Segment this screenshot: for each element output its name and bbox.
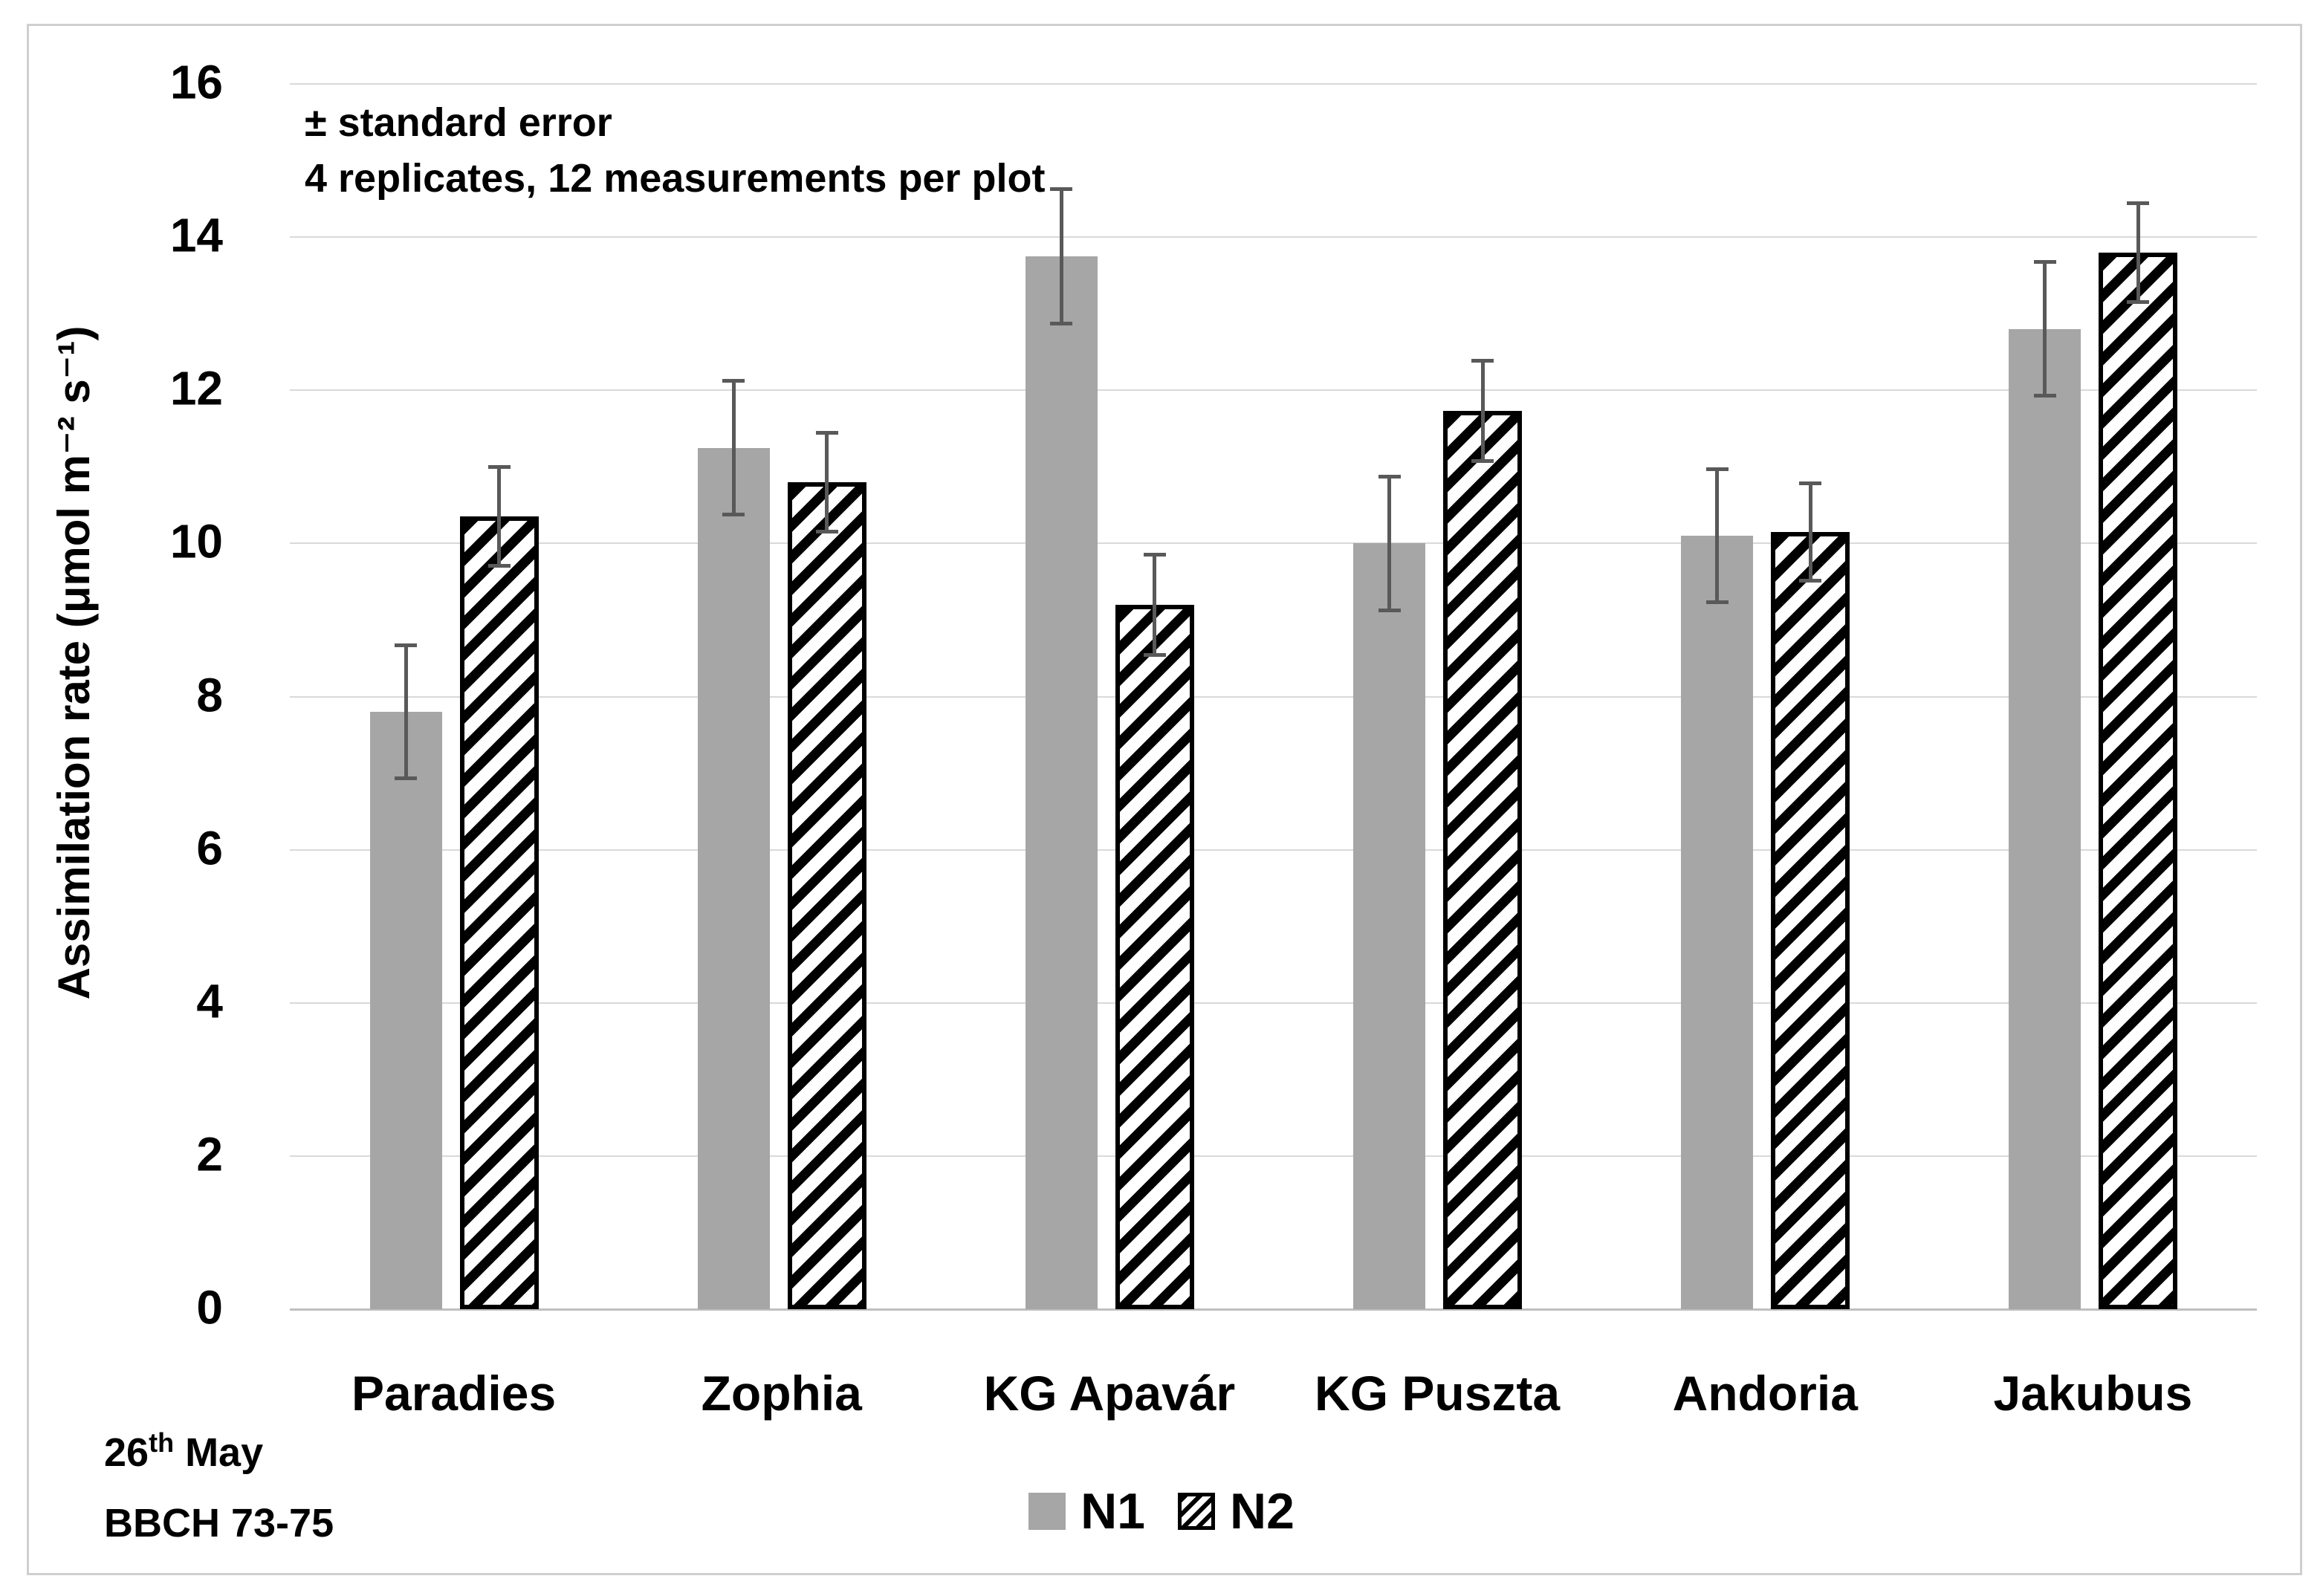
gridline-y10: [290, 542, 2257, 545]
bar-n1-zophia: [697, 447, 770, 1309]
error-cap-top-n2-paradies: [487, 465, 511, 470]
bar-n2-jakubus: [2099, 252, 2178, 1309]
category-label-kg-apav-r: KG Apavár: [983, 1366, 1236, 1421]
gridline-y14: [290, 236, 2257, 239]
growth-stage: BBCH 73-75: [104, 1500, 334, 1545]
date-stage-annotation: 26th May BBCH 73-75: [104, 1418, 334, 1558]
error-cap-top-n2-kg-puszta: [1471, 359, 1494, 363]
error-bar-n2-jakubus: [2136, 202, 2140, 302]
y-tick-label-10: 10: [169, 514, 223, 568]
error-bar-n2-zophia: [825, 432, 829, 532]
error-bar-n1-zophia: [731, 380, 736, 516]
y-tick-label-0: 0: [196, 1280, 223, 1334]
error-cap-top-n2-kg-apav-r: [1143, 552, 1166, 557]
error-cap-bottom-n1-jakubus: [2033, 394, 2056, 398]
y-tick-label-16: 16: [169, 55, 223, 109]
error-cap-top-n1-kg-puszta: [1378, 474, 1401, 479]
bar-n1-jakubus: [2009, 328, 2081, 1309]
error-bar-n1-kg-puszta: [1387, 476, 1392, 612]
legend-swatch-n1: [1028, 1493, 1066, 1530]
error-cap-bottom-n2-kg-apav-r: [1143, 652, 1166, 657]
y-tick-label-12: 12: [169, 361, 223, 415]
error-bar-n2-andoria: [1808, 482, 1812, 581]
error-cap-top-n2-andoria: [1799, 481, 1822, 485]
error-bar-n1-andoria: [1715, 469, 1720, 603]
error-bar-n2-kg-puszta: [1480, 360, 1485, 462]
bar-n2-andoria: [1771, 531, 1850, 1309]
y-tick-label-14: 14: [169, 208, 223, 262]
error-cap-bottom-n1-paradies: [395, 776, 418, 780]
bar-n2-zophia: [787, 481, 866, 1309]
bar-n1-paradies: [369, 712, 442, 1309]
error-cap-top-n2-zophia: [815, 430, 838, 435]
x-axis-line: [290, 1308, 2257, 1311]
bar-n1-kg-apav-r: [1025, 256, 1098, 1309]
category-label-jakubus: Jakubus: [1993, 1366, 2193, 1421]
category-label-kg-puszta: KG Puszta: [1315, 1366, 1561, 1421]
legend-item-n2: N2: [1178, 1486, 1295, 1537]
error-cap-top-n1-zophia: [722, 378, 745, 383]
legend-swatch-n2: [1178, 1493, 1215, 1530]
gridline-y16: [290, 83, 2257, 85]
gridline-y2: [290, 1155, 2257, 1157]
error-cap-bottom-n2-andoria: [1799, 578, 1822, 583]
error-cap-bottom-n2-jakubus: [2127, 299, 2150, 304]
legend-label-n2: N2: [1230, 1483, 1295, 1540]
error-bar-n1-paradies: [404, 645, 408, 779]
error-cap-bottom-n2-kg-puszta: [1471, 459, 1494, 464]
error-bar-n1-kg-apav-r: [1059, 189, 1063, 324]
error-cap-bottom-n2-paradies: [487, 564, 511, 568]
y-tick-label-8: 8: [196, 667, 223, 721]
bar-n1-andoria: [1681, 536, 1754, 1309]
y-tick-label-4: 4: [196, 974, 223, 1028]
error-bar-n2-kg-apav-r: [1153, 554, 1157, 655]
error-cap-top-n1-andoria: [1705, 467, 1729, 472]
y-tick-label-2: 2: [196, 1127, 223, 1181]
chart-frame: [27, 24, 2302, 1575]
standard-error-annotation: ± standard error 4 replicates, 12 measur…: [305, 95, 1045, 206]
error-cap-bottom-n1-zophia: [722, 513, 745, 517]
gridline-y8: [290, 695, 2257, 698]
y-tick-label-6: 6: [196, 821, 223, 875]
annotation-line-2: 4 replicates, 12 measurements per plot: [305, 155, 1046, 201]
gridline-y6: [290, 849, 2257, 851]
category-label-andoria: Andoria: [1672, 1366, 1858, 1421]
error-bar-n1-jakubus: [2043, 262, 2047, 397]
legend-label-n1: N1: [1080, 1483, 1145, 1540]
error-cap-bottom-n1-kg-puszta: [1378, 609, 1401, 613]
bar-n1-kg-puszta: [1353, 543, 1426, 1309]
annotation-line-1: ± standard error: [305, 100, 612, 145]
category-label-zophia: Zophia: [701, 1366, 862, 1421]
error-cap-bottom-n2-zophia: [815, 529, 838, 533]
legend: N1 N2: [0, 1486, 2323, 1537]
legend-item-n1: N1: [1028, 1486, 1145, 1537]
error-cap-top-n1-jakubus: [2033, 260, 2056, 265]
error-cap-bottom-n1-andoria: [1705, 600, 1729, 604]
category-label-paradies: Paradies: [351, 1366, 557, 1421]
bar-n2-kg-apav-r: [1115, 604, 1194, 1309]
error-cap-top-n1-paradies: [395, 643, 418, 648]
measurement-date: 26th May: [104, 1427, 264, 1475]
y-axis-title: Assimilation rate (μmol m⁻² s⁻¹): [49, 325, 99, 1000]
bar-n2-paradies: [459, 516, 539, 1309]
error-cap-top-n1-kg-apav-r: [1050, 187, 1073, 192]
error-cap-top-n2-jakubus: [2127, 201, 2150, 205]
gridline-y12: [290, 389, 2257, 392]
error-bar-n2-paradies: [497, 467, 502, 567]
error-cap-bottom-n1-kg-apav-r: [1050, 321, 1073, 325]
bar-n2-kg-puszta: [1443, 411, 1523, 1309]
gridline-y4: [290, 1002, 2257, 1004]
